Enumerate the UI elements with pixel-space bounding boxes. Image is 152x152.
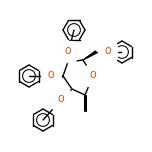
Polygon shape [83,51,97,60]
Text: O: O [65,47,71,57]
Polygon shape [67,52,69,62]
Text: O: O [58,95,64,105]
Text: O: O [48,71,54,81]
Text: O: O [90,71,96,81]
Text: O: O [105,47,111,57]
